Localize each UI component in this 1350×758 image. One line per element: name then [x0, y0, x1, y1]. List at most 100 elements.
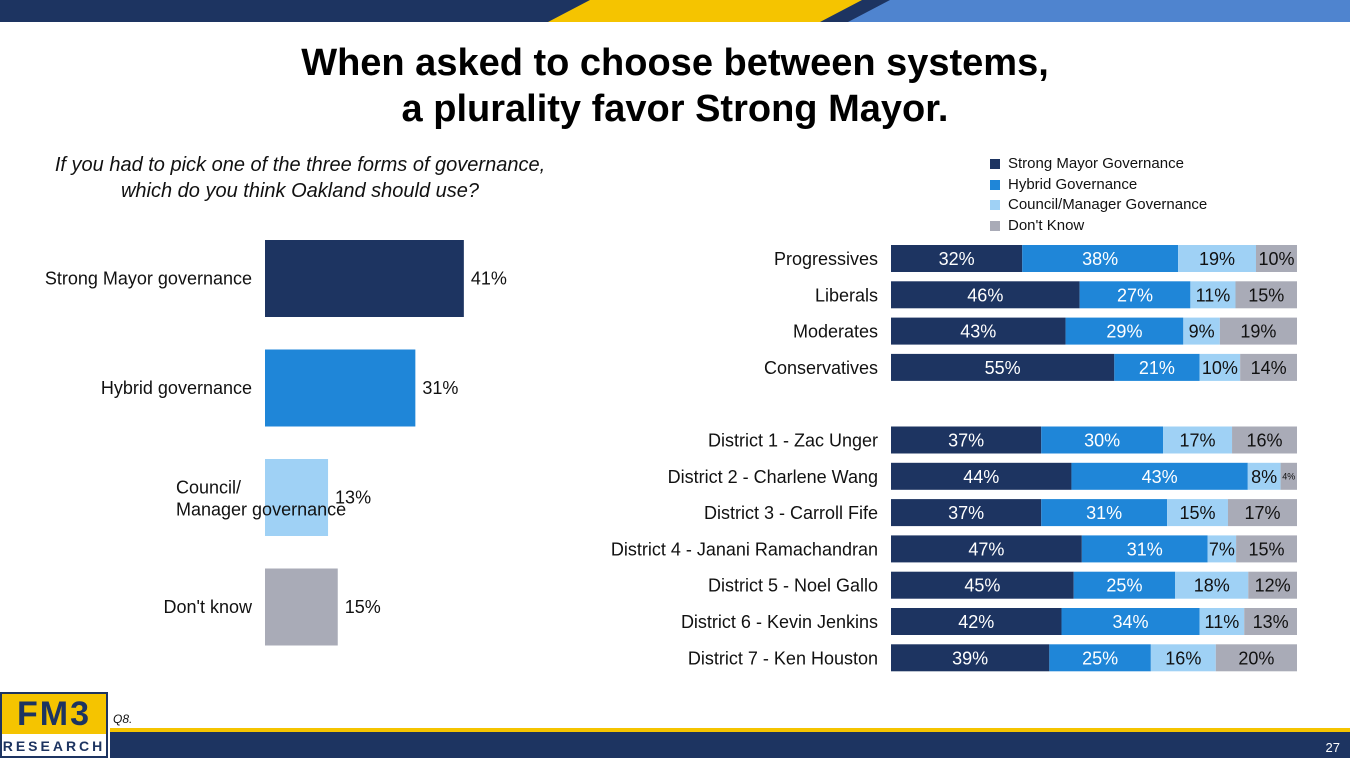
chart-legend: Strong Mayor Governance Hybrid Governance… — [990, 154, 1207, 236]
stacked-segment — [891, 608, 1062, 635]
legend-label: Don't Know — [1008, 216, 1085, 234]
stacked-segment — [1114, 353, 1200, 381]
legend-item: Don't Know — [990, 216, 1207, 237]
stacked-segment — [1079, 281, 1191, 309]
stacked-value-label: 31% — [1086, 503, 1122, 523]
stacked-value-label: 43% — [1142, 467, 1178, 487]
stacked-segment — [891, 571, 1074, 599]
stacked-value-label: 10% — [1258, 249, 1294, 269]
stacked-segment — [1248, 571, 1297, 599]
subgroup-row-label: Progressives — [774, 249, 878, 269]
stacked-value-label: 13% — [1253, 612, 1289, 632]
stacked-value-label: 15% — [1248, 285, 1284, 305]
stacked-value-label: 34% — [1113, 612, 1149, 632]
overall-bar — [265, 240, 464, 317]
overall-bar — [265, 568, 338, 646]
stacked-segment — [891, 317, 1066, 345]
stacked-value-label: 46% — [967, 285, 1003, 305]
stacked-value-label: 18% — [1194, 576, 1230, 596]
stacked-segment — [1190, 281, 1236, 309]
stacked-segment — [891, 353, 1115, 381]
page-number: 27 — [1325, 740, 1340, 755]
stacked-segment — [1178, 245, 1256, 272]
stacked-value-label: 45% — [964, 576, 1000, 596]
legend-swatch — [990, 220, 1000, 231]
stacked-value-label: 21% — [1139, 358, 1175, 378]
stacked-segment — [1175, 571, 1249, 599]
overall-category-label: Hybrid governance — [101, 378, 252, 398]
stacked-segment — [891, 499, 1042, 527]
subgroup-row-label: Liberals — [815, 285, 878, 305]
footer-bar — [110, 732, 1350, 758]
stacked-segment — [1219, 317, 1297, 345]
footer-gold-stripe — [110, 728, 1350, 732]
stacked-value-label: 39% — [952, 648, 988, 668]
stacked-value-label: 7% — [1209, 539, 1235, 559]
stacked-value-label: 29% — [1106, 322, 1142, 342]
overall-preference-chart: Strong Mayor governance 41% Hybrid governa… — [45, 240, 507, 646]
stacked-value-label: 38% — [1082, 249, 1118, 269]
stacked-value-label: 19% — [1199, 249, 1235, 269]
subgroup-row-label: District 3 - Carroll Fife — [704, 503, 878, 523]
stacked-value-label: 16% — [1247, 431, 1283, 451]
overall-category-label-line: Council/ — [176, 478, 241, 498]
stacked-segment — [1232, 426, 1297, 454]
legend-item: Hybrid Governance — [990, 175, 1207, 196]
stacked-value-label: 37% — [948, 431, 984, 451]
stacked-value-label: 11% — [1196, 285, 1231, 305]
subgroup-row-label: District 2 - Charlene Wang — [668, 467, 878, 487]
stacked-value-label: 32% — [939, 249, 975, 269]
stacked-value-label: 11% — [1205, 612, 1240, 632]
stacked-segment — [1227, 499, 1297, 527]
stacked-segment — [1065, 317, 1184, 345]
stacked-segment — [1280, 462, 1297, 490]
overall-value-label: 15% — [345, 597, 381, 617]
title-line-1: When asked to choose between systems, — [301, 42, 1049, 84]
stacked-value-label: 8% — [1251, 467, 1277, 487]
stacked-segment — [1183, 317, 1220, 345]
stacked-segment — [1081, 535, 1208, 563]
overall-category-label: Don't know — [164, 597, 253, 617]
stacked-segment — [1235, 281, 1297, 309]
subgroup-row-label: District 6 - Kevin Jenkins — [681, 612, 878, 632]
overall-category-label-line: Manager governance — [176, 500, 346, 520]
overall-value-label: 13% — [335, 488, 371, 508]
stacked-value-label: 47% — [968, 539, 1004, 559]
stacked-segment — [1199, 608, 1245, 635]
subgroup-row-label: District 1 - Zac Unger — [708, 431, 878, 451]
subgroup-row-label: District 7 - Ken Houston — [688, 648, 878, 668]
stacked-segment — [1073, 571, 1176, 599]
stacked-segment — [1167, 499, 1228, 527]
stacked-segment — [1207, 535, 1237, 563]
stacked-segment — [1061, 608, 1200, 635]
stacked-segment — [891, 281, 1080, 309]
overall-value-label: 41% — [471, 269, 507, 289]
overall-bar — [265, 349, 416, 427]
subgroup-row-label: District 5 - Noel Gallo — [708, 576, 878, 596]
subgroup-row-label: Conservatives — [764, 358, 878, 378]
stacked-segment — [1240, 353, 1297, 381]
stacked-segment — [1236, 535, 1297, 563]
stacked-value-label: 55% — [985, 358, 1021, 378]
stacked-value-label: 20% — [1238, 648, 1274, 668]
stacked-segment — [1041, 499, 1168, 527]
top-color-band — [0, 0, 1350, 22]
stacked-value-label: 15% — [1180, 503, 1216, 523]
page-title: When asked to choose between systems, a … — [0, 40, 1350, 132]
stacked-value-label: 44% — [963, 467, 999, 487]
logo-subtitle: RESEARCH — [2, 738, 106, 754]
overall-category-label: Strong Mayor governance — [45, 269, 252, 289]
question-line-1: If you had to pick one of the three form… — [54, 154, 546, 176]
question-reference: Q8. — [113, 712, 133, 726]
stacked-segment — [891, 644, 1050, 672]
fm3-logo: FM3 RESEARCH — [0, 692, 108, 758]
legend-label: Strong Mayor Governance — [1008, 155, 1184, 172]
logo-wordmark: FM3 — [2, 694, 106, 734]
legend-item: Council/Manager Governance — [990, 195, 1207, 216]
stacked-segment — [1150, 644, 1216, 672]
stacked-segment — [1041, 426, 1164, 454]
stacked-value-label: 12% — [1255, 576, 1291, 596]
stacked-value-label: 25% — [1082, 648, 1118, 668]
stacked-value-label: 19% — [1240, 322, 1276, 342]
stacked-segment — [1215, 644, 1297, 672]
